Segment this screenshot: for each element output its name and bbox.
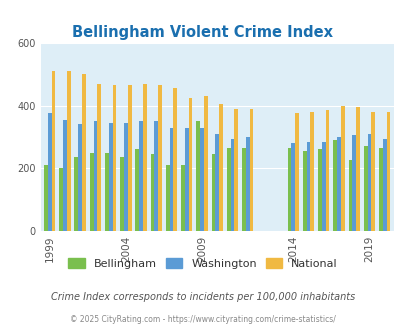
Bar: [325, 110, 329, 231]
Bar: [291, 143, 294, 231]
Bar: [203, 96, 207, 231]
Bar: [386, 112, 390, 231]
Bar: [234, 109, 238, 231]
Bar: [48, 114, 51, 231]
Bar: [321, 142, 325, 231]
Bar: [310, 112, 313, 231]
Bar: [51, 71, 55, 231]
Bar: [302, 151, 306, 231]
Bar: [143, 84, 147, 231]
Bar: [150, 154, 154, 231]
Bar: [196, 121, 200, 231]
Bar: [165, 165, 169, 231]
Bar: [347, 160, 352, 231]
Bar: [200, 128, 203, 231]
Bar: [219, 104, 222, 231]
Bar: [158, 85, 162, 231]
Bar: [317, 149, 321, 231]
Bar: [169, 128, 173, 231]
Text: Crime Index corresponds to incidents per 100,000 inhabitants: Crime Index corresponds to incidents per…: [51, 292, 354, 302]
Bar: [63, 120, 67, 231]
Bar: [241, 148, 245, 231]
Bar: [104, 152, 109, 231]
Bar: [93, 121, 97, 231]
Bar: [184, 128, 188, 231]
Text: Bellingham Violent Crime Index: Bellingham Violent Crime Index: [72, 25, 333, 41]
Bar: [371, 112, 374, 231]
Bar: [245, 137, 249, 231]
Bar: [139, 121, 143, 231]
Bar: [188, 98, 192, 231]
Bar: [294, 114, 298, 231]
Bar: [367, 134, 371, 231]
Bar: [287, 148, 291, 231]
Bar: [382, 139, 386, 231]
Bar: [154, 121, 158, 231]
Bar: [74, 157, 78, 231]
Bar: [44, 165, 48, 231]
Legend: Bellingham, Washington, National: Bellingham, Washington, National: [64, 254, 341, 273]
Bar: [128, 85, 131, 231]
Bar: [226, 148, 230, 231]
Bar: [306, 142, 310, 231]
Bar: [97, 84, 101, 231]
Bar: [112, 85, 116, 231]
Bar: [109, 123, 112, 231]
Bar: [120, 157, 124, 231]
Bar: [363, 147, 367, 231]
Bar: [78, 124, 82, 231]
Bar: [352, 135, 355, 231]
Bar: [333, 140, 336, 231]
Bar: [215, 134, 219, 231]
Bar: [230, 139, 234, 231]
Bar: [340, 106, 344, 231]
Text: © 2025 CityRating.com - https://www.cityrating.com/crime-statistics/: © 2025 CityRating.com - https://www.city…: [70, 315, 335, 324]
Bar: [135, 149, 139, 231]
Bar: [90, 152, 93, 231]
Bar: [249, 109, 253, 231]
Bar: [336, 137, 340, 231]
Bar: [181, 165, 184, 231]
Bar: [67, 71, 70, 231]
Bar: [124, 123, 128, 231]
Bar: [355, 107, 359, 231]
Bar: [173, 88, 177, 231]
Bar: [211, 154, 215, 231]
Bar: [82, 74, 86, 231]
Bar: [378, 148, 382, 231]
Bar: [59, 168, 63, 231]
